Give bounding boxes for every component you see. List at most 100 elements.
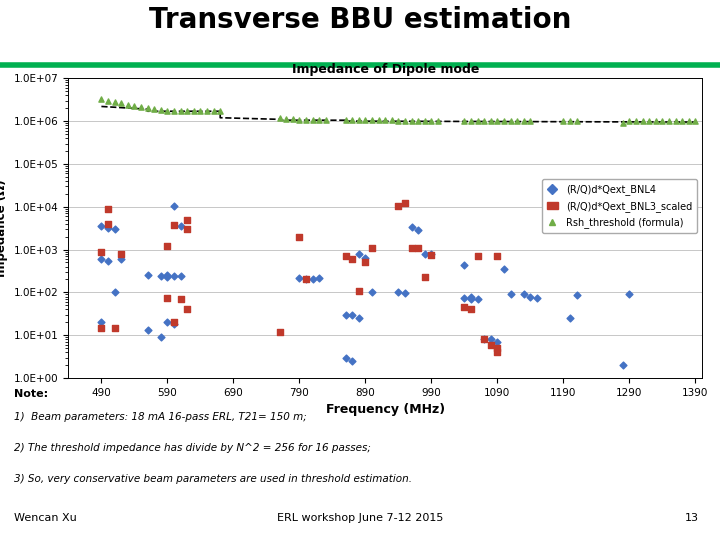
Point [340, 353, 351, 362]
Point [472, 252, 483, 260]
Point [465, 117, 477, 125]
Point [492, 252, 503, 260]
Point [340, 116, 351, 125]
Text: 13: 13 [685, 512, 698, 523]
Title: Impedance of Dipole mode: Impedance of Dipole mode [292, 63, 479, 76]
Point [353, 286, 364, 295]
Point [215, 107, 226, 116]
Point [162, 293, 174, 302]
Point [683, 117, 695, 125]
Point [162, 242, 174, 251]
Point [168, 318, 180, 327]
Point [129, 102, 140, 111]
Point [353, 314, 364, 322]
Point [663, 117, 675, 125]
Point [102, 256, 114, 265]
Point [96, 95, 107, 104]
Point [498, 265, 510, 273]
Point [465, 292, 477, 301]
Point [300, 274, 312, 283]
Point [571, 291, 582, 300]
Point [479, 117, 490, 125]
Point [630, 117, 642, 125]
Point [162, 318, 174, 327]
Point [109, 225, 120, 233]
Point [479, 335, 490, 343]
Point [274, 113, 285, 122]
Point [518, 117, 530, 125]
Legend: (R/Q)d*Qext_BNL4, (R/Q)d*Qext_BNL3_scaled, Rsh_threshold (formula): (R/Q)d*Qext_BNL4, (R/Q)d*Qext_BNL3_scale… [541, 179, 697, 233]
Point [168, 272, 180, 280]
Point [392, 117, 404, 125]
Point [155, 333, 166, 341]
Point [102, 96, 114, 105]
Point [399, 289, 410, 298]
Point [202, 107, 213, 116]
Point [485, 117, 497, 125]
Point [406, 244, 418, 252]
Point [96, 318, 107, 327]
Point [465, 305, 477, 314]
Point [426, 251, 437, 260]
Point [392, 201, 404, 210]
Point [459, 293, 470, 302]
Point [459, 117, 470, 125]
Point [373, 116, 384, 125]
Point [148, 105, 160, 113]
Point [346, 116, 358, 125]
Text: Transverse BBU estimation: Transverse BBU estimation [149, 5, 571, 33]
Point [670, 117, 681, 125]
Point [109, 98, 120, 106]
Point [505, 290, 516, 299]
Point [109, 323, 120, 332]
Point [162, 107, 174, 116]
Text: 1)  Beam parameters: 18 mA 16-pass ERL, T21= 150 m;: 1) Beam parameters: 18 mA 16-pass ERL, T… [14, 412, 307, 422]
Point [181, 305, 193, 314]
Point [472, 117, 483, 125]
Point [459, 303, 470, 312]
Point [122, 100, 134, 109]
Point [115, 249, 127, 258]
Point [294, 116, 305, 125]
Point [359, 253, 372, 262]
Point [294, 232, 305, 241]
Point [142, 271, 153, 280]
Point [175, 107, 186, 116]
X-axis label: Frequency (MHz): Frequency (MHz) [325, 403, 445, 416]
Point [406, 222, 418, 231]
Point [320, 116, 332, 125]
Point [492, 117, 503, 125]
Point [657, 117, 668, 125]
Point [413, 225, 424, 234]
Point [650, 117, 662, 125]
Point [386, 116, 397, 125]
Point [346, 255, 358, 264]
Point [558, 117, 570, 125]
Point [168, 320, 180, 328]
Point [346, 356, 358, 365]
Point [644, 117, 655, 125]
Point [677, 117, 688, 125]
Point [135, 103, 147, 112]
Point [366, 288, 378, 296]
Point [115, 99, 127, 107]
Point [531, 293, 543, 302]
Point [492, 338, 503, 346]
Text: Note:: Note: [14, 388, 48, 399]
Point [313, 273, 325, 282]
Y-axis label: Impedance (Ω): Impedance (Ω) [0, 179, 9, 277]
Point [281, 114, 292, 123]
Point [96, 255, 107, 264]
Point [181, 225, 193, 233]
Point [307, 274, 318, 283]
Point [392, 288, 404, 296]
Point [379, 116, 391, 125]
Text: 3) So, very conservative beam parameters are used in threshold estimation.: 3) So, very conservative beam parameters… [14, 474, 413, 484]
Point [690, 117, 701, 125]
Point [294, 273, 305, 282]
Point [511, 117, 523, 125]
Point [564, 314, 576, 322]
Point [426, 249, 437, 258]
Point [525, 292, 536, 301]
Point [96, 247, 107, 256]
